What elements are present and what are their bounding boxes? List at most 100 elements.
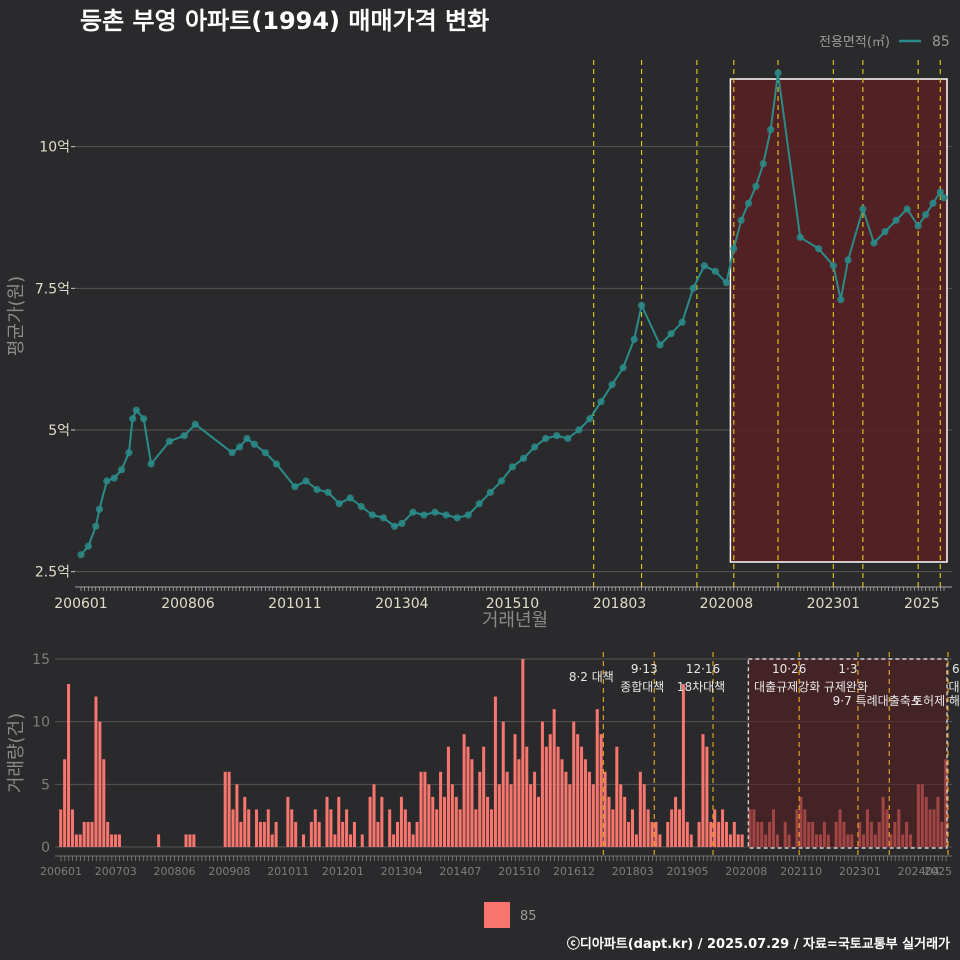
volume-bar: [521, 659, 525, 847]
volume-bar: [580, 746, 584, 847]
price-point: [619, 364, 627, 372]
volume-bar: [90, 821, 94, 847]
price-point: [125, 449, 133, 457]
volume-bar: [117, 834, 121, 847]
event-label-line1: 10·26: [772, 662, 806, 676]
volume-bar: [435, 809, 439, 847]
volume-bar: [266, 809, 270, 847]
volume-bar: [623, 796, 627, 847]
volume-bar: [458, 809, 462, 847]
volume-bar: [685, 821, 689, 847]
price-point: [335, 500, 343, 508]
volume-bar: [368, 796, 372, 847]
volume-bar: [540, 721, 544, 847]
price-point: [110, 474, 118, 482]
volume-bar: [403, 809, 407, 847]
price-point: [486, 488, 494, 496]
price-point: [379, 514, 388, 522]
volume-bar: [157, 834, 161, 847]
volume-bar: [740, 834, 744, 847]
price-point: [103, 477, 111, 485]
volume-bar: [372, 784, 376, 847]
price-point: [250, 440, 258, 448]
price-point: [678, 318, 686, 326]
volume-bar: [732, 821, 736, 847]
price-point: [586, 415, 594, 423]
volume-bar: [560, 759, 564, 847]
legend-title: 전용면적(㎡): [819, 35, 890, 50]
legend-top: 전용면적(㎡) 85: [819, 34, 950, 50]
volume-bar: [666, 821, 670, 847]
price-point: [84, 542, 92, 550]
volume-bar: [674, 796, 678, 847]
volume-bar: [493, 696, 497, 847]
price-y-tick-label: 5억: [48, 423, 70, 439]
price-point: [597, 398, 605, 406]
volume-bar: [294, 821, 298, 847]
price-point: [689, 284, 697, 292]
volume-bar: [642, 784, 646, 847]
price-panel: 2.5억 5억 7.5억 10억 200601 200806 201011 201304 201…: [35, 60, 952, 612]
price-y-tick-label: 7.5억: [35, 281, 70, 297]
price-point: [180, 432, 188, 440]
volume-bar: [407, 821, 411, 847]
price-point: [409, 508, 417, 516]
volume-bar: [501, 721, 505, 847]
price-x-tick-label: 201304: [375, 596, 429, 612]
price-point: [92, 522, 100, 530]
price-point: [261, 449, 270, 457]
price-point: [940, 194, 948, 202]
volume-bar: [313, 809, 317, 847]
volume-panel: 0 5 10 15 8·2 대책 9·13 종합대책 12·16 18차대책 10·26 대출규제강…: [32, 652, 960, 878]
volume-bar: [497, 784, 501, 847]
volume-highlight-box: [747, 658, 948, 849]
volume-bar: [677, 809, 681, 847]
volume-bar: [536, 796, 541, 847]
volume-bar: [689, 834, 693, 847]
volume-bar: [670, 809, 674, 847]
volume-x-tick-label: 200601: [40, 865, 82, 878]
volume-bar: [78, 834, 82, 847]
price-point: [553, 432, 561, 440]
event-label-line2: 토허제 해: [912, 694, 960, 708]
price-point: [829, 262, 837, 270]
price-point: [892, 216, 900, 224]
volume-bar: [59, 809, 63, 847]
price-point: [132, 406, 140, 414]
volume-bar: [98, 721, 102, 847]
volume-bar: [427, 784, 431, 847]
volume-bar: [697, 821, 701, 847]
volume-bar: [721, 809, 725, 847]
volume-bar: [466, 746, 470, 847]
price-point: [700, 262, 708, 270]
price-point: [77, 551, 85, 559]
price-point: [859, 205, 867, 213]
volume-y-tick-label: 15: [32, 652, 50, 668]
volume-bar: [392, 834, 396, 847]
event-label-line1: 9·13: [631, 662, 658, 676]
volume-bar: [380, 796, 384, 847]
price-point: [357, 502, 365, 511]
volume-bar: [329, 809, 333, 847]
volume-bar: [705, 746, 709, 847]
volume-bar: [411, 834, 415, 847]
price-point: [936, 188, 944, 196]
legend-bar-swatch: [484, 902, 510, 928]
price-highlight-box: [729, 78, 948, 563]
volume-bar: [529, 784, 533, 847]
volume-bar: [717, 821, 721, 847]
event-label-line1: 12·16: [686, 662, 720, 676]
price-point: [117, 466, 126, 474]
volume-bar: [654, 821, 658, 847]
volume-bar: [552, 709, 556, 847]
legend-series-label: 85: [932, 34, 950, 50]
price-point: [346, 494, 354, 502]
price-point: [464, 511, 472, 519]
event-label-line2: 규제완화: [824, 680, 868, 694]
price-point: [637, 301, 646, 309]
price-point: [235, 443, 244, 451]
volume-bar: [513, 734, 517, 847]
price-x-tick-label: 202301: [807, 596, 860, 612]
volume-x-tick-label: 200908: [208, 865, 250, 878]
event-label-line2: 9·7 특례대출축소: [833, 694, 922, 708]
